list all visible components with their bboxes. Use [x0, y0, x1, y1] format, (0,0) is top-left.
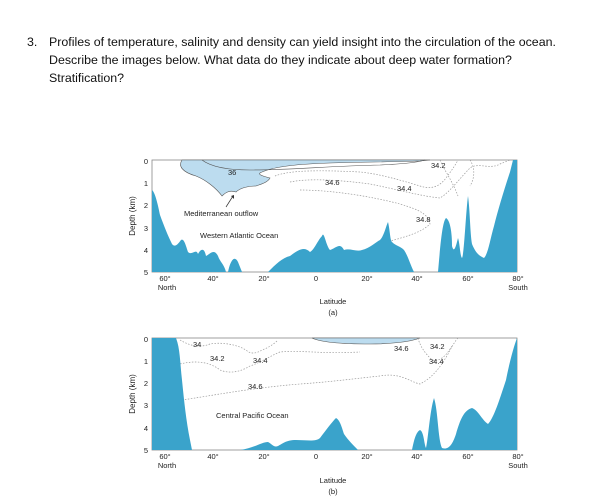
- x-tick: 40°: [411, 452, 422, 461]
- seafloor-a-mid: [228, 258, 242, 272]
- panel-label-a: (a): [328, 308, 338, 317]
- x-tick: 60°: [159, 452, 170, 461]
- x-tick: 20°: [361, 452, 372, 461]
- y-tick: 0: [144, 157, 148, 166]
- x-tick: 60°: [462, 274, 473, 283]
- contour-label: 34: [193, 340, 201, 349]
- salinity-contours-b: [179, 337, 459, 401]
- y-tick: 3: [144, 224, 148, 233]
- contour-label: 34.6: [325, 178, 340, 187]
- north-label: North: [158, 283, 176, 292]
- x-axis-a: 60° 40° 20° 0 20° 40° 60° 80° North Sout…: [158, 274, 528, 317]
- seafloor-b-center: [240, 418, 358, 450]
- x-axis-label-b: Latitude: [320, 476, 347, 485]
- question-number: 3.: [27, 35, 38, 49]
- x-tick: 40°: [207, 274, 218, 283]
- contour-labels-b: 34 34.2 34.4 34.6 34.6 34.2 34.4 Central…: [193, 340, 445, 420]
- south-label: South: [508, 283, 528, 292]
- x-tick: 40°: [207, 452, 218, 461]
- seafloor-b-north: [152, 338, 192, 450]
- contour-label: 34.6: [394, 344, 409, 353]
- y-tick: 0: [144, 335, 148, 344]
- y-tick: 1: [144, 357, 148, 366]
- contour-label: 34.2: [210, 354, 225, 363]
- mediterranean-water-region: [180, 159, 431, 197]
- x-tick: 20°: [258, 274, 269, 283]
- surface-water-region-b: [311, 337, 421, 345]
- contour-label: 34.6: [248, 382, 263, 391]
- contour-labels-a: 36 34.6 34.4 34.2 34.8 Mediterranean out…: [184, 161, 446, 240]
- y-axis-label-a: Depth (km): [128, 196, 137, 236]
- contour-label: 34.4: [397, 184, 412, 193]
- y-tick: 2: [144, 201, 148, 210]
- figure-a: 0 1 2 3 4 5 Depth (km) 60° 40° 20° 0 20°…: [128, 157, 528, 317]
- mediterranean-outflow-label: Mediterranean outflow: [184, 209, 259, 218]
- x-tick: 20°: [258, 452, 269, 461]
- x-tick: 40°: [411, 274, 422, 283]
- north-label: North: [158, 461, 176, 470]
- seafloor-a: [152, 190, 226, 272]
- x-tick: 80°: [512, 452, 523, 461]
- arrow-head-icon: [231, 195, 234, 199]
- y-axis-b: 0 1 2 3 4 5: [144, 335, 148, 455]
- seafloor-a-center: [268, 222, 414, 272]
- y-tick: 3: [144, 401, 148, 410]
- ocean-name-b: Central Pacific Ocean: [216, 411, 289, 420]
- south-label: South: [508, 461, 528, 470]
- y-axis-label-b: Depth (km): [128, 374, 137, 414]
- x-axis-label-a: Latitude: [320, 297, 347, 306]
- y-tick: 4: [144, 424, 148, 433]
- y-tick: 4: [144, 246, 148, 255]
- question-text: Profiles of temperature, salinity and de…: [49, 35, 556, 85]
- y-axis-a: 0 1 2 3 4 5: [144, 157, 148, 277]
- contour-label: 34.2: [430, 342, 445, 351]
- x-tick: 0: [314, 452, 318, 461]
- contour-label: 34.2: [431, 161, 446, 170]
- contour-36: [201, 159, 426, 171]
- y-tick: 5: [144, 268, 148, 277]
- seafloor-b-south: [412, 338, 517, 450]
- x-tick: 20°: [361, 274, 372, 283]
- x-tick: 60°: [462, 452, 473, 461]
- outflow-arrow-icon: [225, 195, 234, 208]
- y-tick: 1: [144, 179, 148, 188]
- contour-label: 34.4: [429, 357, 444, 366]
- x-axis-b: 60° 40° 20° 0 20° 40° 60° 80° North Sout…: [158, 452, 528, 496]
- x-tick: 80°: [512, 274, 523, 283]
- contour-label: 34.4: [253, 356, 268, 365]
- contour-label: 36: [228, 168, 236, 177]
- x-tick: 60°: [159, 274, 170, 283]
- y-tick: 2: [144, 379, 148, 388]
- panel-label-b: (b): [328, 487, 338, 496]
- contour-label: 34.8: [416, 215, 431, 224]
- y-tick: 5: [144, 446, 148, 455]
- seafloor-a-south: [438, 160, 517, 272]
- figure-b: 0 1 2 3 4 5 Depth (km) 60° 40° 20° 0 20°…: [128, 335, 528, 496]
- ocean-name-a: Western Atlantic Ocean: [200, 231, 278, 240]
- x-tick: 0: [314, 274, 318, 283]
